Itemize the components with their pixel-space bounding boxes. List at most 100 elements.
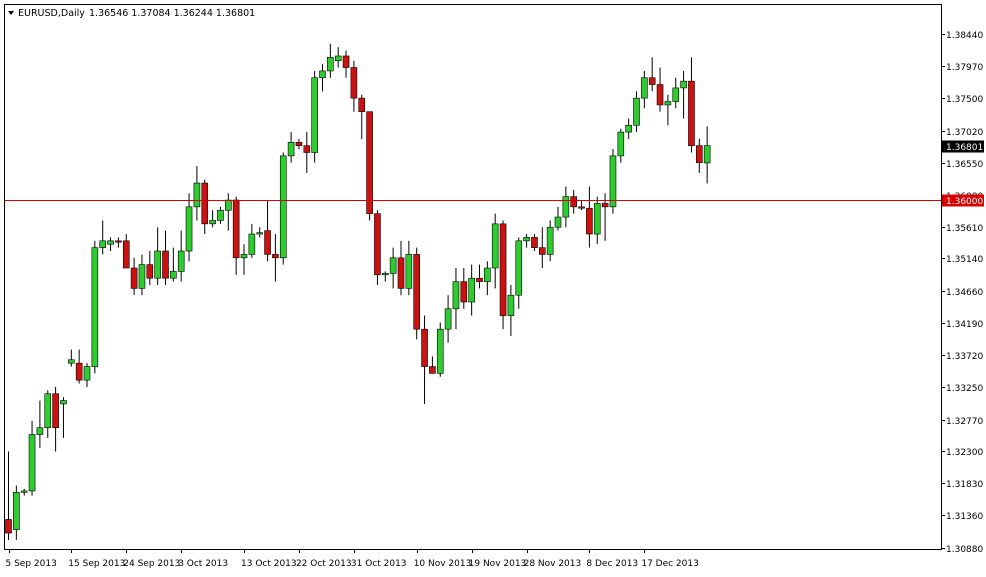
- candle[interactable]: [538, 227, 546, 269]
- candle-body: [52, 393, 59, 429]
- x-tick-label: 31 Oct 2013: [351, 559, 407, 569]
- candle[interactable]: [429, 356, 436, 374]
- candle[interactable]: [554, 206, 562, 231]
- candle[interactable]: [256, 227, 264, 238]
- candle[interactable]: [680, 70, 687, 119]
- y-tick-label: 1.34660: [946, 288, 983, 298]
- candle[interactable]: [13, 485, 20, 540]
- candle[interactable]: [240, 244, 248, 275]
- dropdown-triangle-icon[interactable]: [8, 11, 14, 15]
- candle[interactable]: [397, 240, 405, 296]
- candle[interactable]: [146, 251, 154, 285]
- candle[interactable]: [311, 70, 318, 163]
- candle[interactable]: [44, 390, 52, 438]
- candle[interactable]: [177, 230, 185, 282]
- candle[interactable]: [421, 315, 428, 404]
- candle[interactable]: [217, 206, 224, 224]
- candle[interactable]: [295, 138, 303, 150]
- candle[interactable]: [264, 200, 271, 262]
- candle[interactable]: [20, 488, 28, 496]
- candle[interactable]: [209, 210, 216, 228]
- candle[interactable]: [531, 234, 538, 252]
- candle[interactable]: [75, 349, 83, 384]
- candle[interactable]: [342, 50, 350, 78]
- candle[interactable]: [648, 57, 656, 92]
- candle[interactable]: [287, 132, 295, 163]
- candle[interactable]: [695, 138, 703, 173]
- candle-body: [499, 223, 507, 316]
- candle[interactable]: [609, 149, 617, 214]
- candle[interactable]: [303, 132, 311, 173]
- candle[interactable]: [672, 77, 680, 109]
- candle[interactable]: [279, 152, 287, 265]
- candle[interactable]: [248, 223, 256, 258]
- candle[interactable]: [201, 179, 209, 235]
- candle[interactable]: [570, 189, 578, 214]
- candle[interactable]: [499, 220, 507, 330]
- candle[interactable]: [138, 254, 146, 296]
- candle[interactable]: [28, 420, 36, 496]
- candle[interactable]: [107, 237, 114, 252]
- candle[interactable]: [484, 261, 491, 296]
- candle[interactable]: [586, 186, 593, 248]
- candle-body: [586, 207, 593, 235]
- candle[interactable]: [452, 268, 460, 330]
- candle[interactable]: [436, 322, 444, 377]
- candle[interactable]: [578, 200, 585, 211]
- candle[interactable]: [91, 240, 99, 374]
- candle[interactable]: [115, 237, 122, 248]
- candle[interactable]: [460, 268, 468, 309]
- candle[interactable]: [366, 111, 373, 221]
- candle[interactable]: [593, 196, 601, 245]
- candle[interactable]: [272, 234, 279, 282]
- candle-body: [523, 237, 530, 242]
- candle[interactable]: [468, 264, 475, 316]
- candle[interactable]: [185, 193, 193, 262]
- candle[interactable]: [633, 91, 640, 133]
- candle[interactable]: [350, 60, 358, 112]
- candle[interactable]: [162, 230, 169, 285]
- candle[interactable]: [507, 285, 515, 336]
- candle[interactable]: [374, 210, 381, 285]
- candle[interactable]: [83, 363, 91, 387]
- candle[interactable]: [68, 349, 75, 367]
- candle-body: [44, 393, 52, 429]
- candle[interactable]: [664, 94, 672, 126]
- candle[interactable]: [154, 227, 161, 285]
- candle[interactable]: [523, 234, 530, 248]
- candle[interactable]: [36, 400, 44, 449]
- candle[interactable]: [617, 128, 625, 163]
- candle[interactable]: [688, 57, 695, 153]
- candle-body: [374, 213, 381, 276]
- candle[interactable]: [60, 397, 67, 438]
- candle[interactable]: [476, 264, 483, 289]
- candle[interactable]: [381, 271, 389, 282]
- candle[interactable]: [405, 240, 413, 296]
- candle[interactable]: [170, 247, 177, 282]
- candle[interactable]: [122, 234, 130, 269]
- candle[interactable]: [444, 295, 452, 343]
- candle-body: [185, 206, 193, 252]
- candle[interactable]: [99, 220, 106, 255]
- candle[interactable]: [656, 67, 664, 112]
- candle[interactable]: [130, 257, 138, 296]
- candle[interactable]: [389, 247, 397, 289]
- candle[interactable]: [5, 451, 12, 540]
- candle[interactable]: [327, 43, 334, 78]
- candle[interactable]: [358, 94, 366, 139]
- candle[interactable]: [413, 247, 421, 340]
- candle[interactable]: [491, 213, 499, 289]
- candle[interactable]: [562, 186, 570, 228]
- candle[interactable]: [319, 64, 326, 92]
- candle[interactable]: [334, 47, 342, 68]
- candle[interactable]: [625, 118, 632, 139]
- candle[interactable]: [601, 193, 609, 241]
- candle[interactable]: [703, 126, 711, 184]
- candle[interactable]: [52, 386, 59, 452]
- candle[interactable]: [515, 237, 523, 309]
- candle[interactable]: [641, 70, 648, 109]
- candle[interactable]: [193, 166, 201, 221]
- candle[interactable]: [546, 220, 554, 262]
